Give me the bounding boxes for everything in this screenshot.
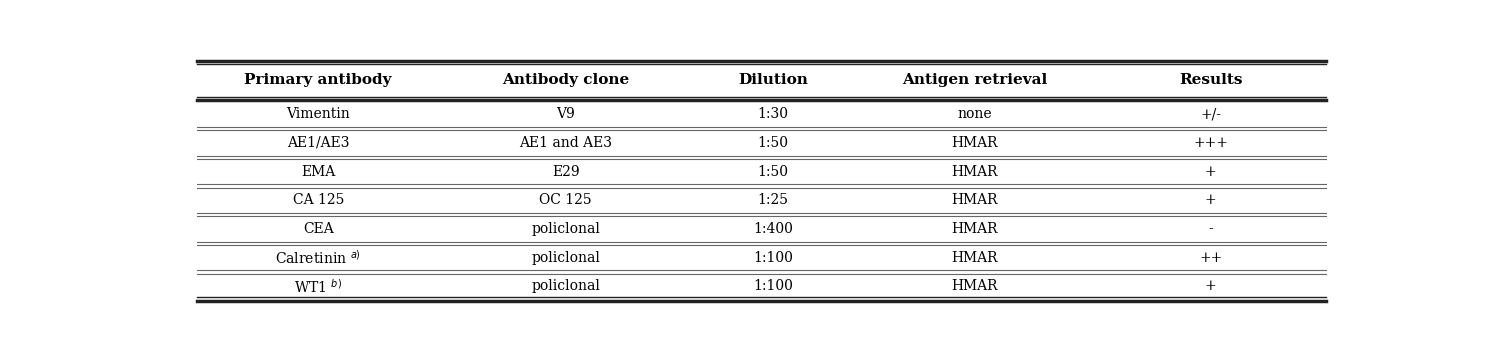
Text: HMAR: HMAR	[951, 164, 999, 178]
Text: Antibody clone: Antibody clone	[502, 74, 630, 88]
Text: policlonal: policlonal	[532, 279, 600, 293]
Text: AE1/AE3: AE1/AE3	[287, 136, 349, 150]
Text: HMAR: HMAR	[951, 279, 999, 293]
Text: 1:400: 1:400	[753, 222, 794, 236]
Text: EMA: EMA	[302, 164, 336, 178]
Text: none: none	[957, 107, 993, 121]
Text: Dilution: Dilution	[739, 74, 808, 88]
Text: AE1 and AE3: AE1 and AE3	[519, 136, 612, 150]
Text: V9: V9	[556, 107, 575, 121]
Text: Calretinin $^{a)}$: Calretinin $^{a)}$	[275, 249, 361, 267]
Text: 1:30: 1:30	[758, 107, 789, 121]
Text: policlonal: policlonal	[532, 222, 600, 236]
Text: WT1 $^{b)}$: WT1 $^{b)}$	[294, 278, 342, 295]
Text: 1:100: 1:100	[753, 251, 794, 265]
Text: OC 125: OC 125	[539, 193, 591, 207]
Text: Results: Results	[1178, 74, 1242, 88]
Text: Vimentin: Vimentin	[287, 107, 351, 121]
Text: ++: ++	[1199, 251, 1223, 265]
Text: +: +	[1205, 279, 1217, 293]
Text: 1:50: 1:50	[758, 136, 789, 150]
Text: +/-: +/-	[1201, 107, 1221, 121]
Text: policlonal: policlonal	[532, 251, 600, 265]
Text: HMAR: HMAR	[951, 136, 999, 150]
Text: Primary antibody: Primary antibody	[244, 74, 392, 88]
Text: CA 125: CA 125	[293, 193, 343, 207]
Text: CEA: CEA	[303, 222, 333, 236]
Text: E29: E29	[551, 164, 580, 178]
Text: 1:25: 1:25	[758, 193, 789, 207]
Text: HMAR: HMAR	[951, 222, 999, 236]
Text: HMAR: HMAR	[951, 251, 999, 265]
Text: +: +	[1205, 193, 1217, 207]
Text: +++: +++	[1193, 136, 1227, 150]
Text: -: -	[1208, 222, 1213, 236]
Text: 1:50: 1:50	[758, 164, 789, 178]
Text: 1:100: 1:100	[753, 279, 794, 293]
Text: HMAR: HMAR	[951, 193, 999, 207]
Text: Antigen retrieval: Antigen retrieval	[902, 74, 1048, 88]
Text: +: +	[1205, 164, 1217, 178]
